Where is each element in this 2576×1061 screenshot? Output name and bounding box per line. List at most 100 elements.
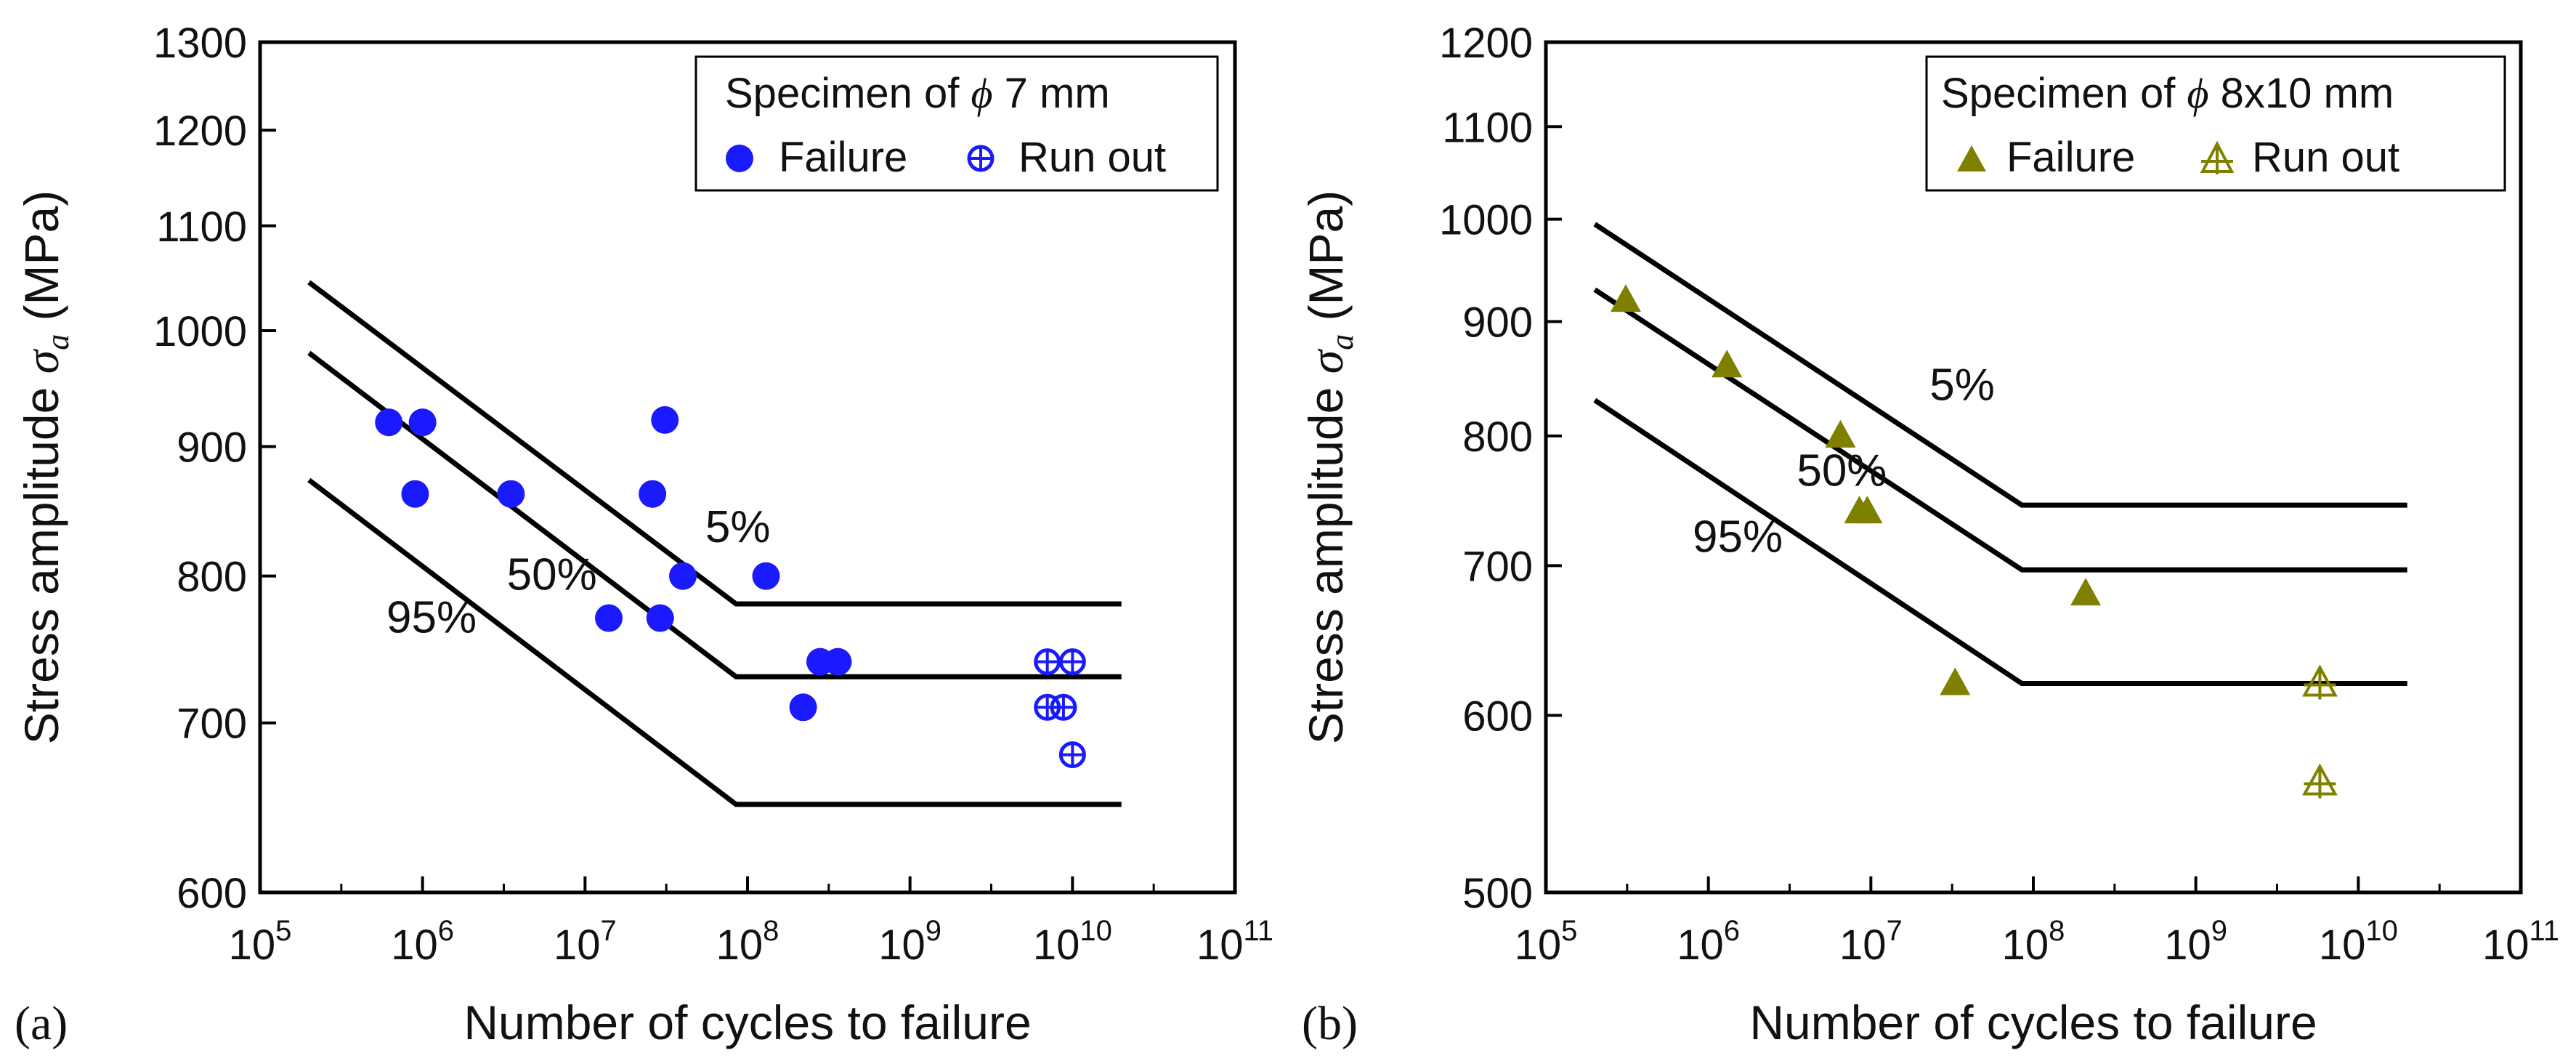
panel-b-failure-point xyxy=(1712,350,1743,378)
panel-b-x-axis-title: Number of cycles to failure xyxy=(1749,996,2317,1049)
panel-a-x-tick-label: 107 xyxy=(554,915,617,969)
panel-a-curve-label-95-percent: 95% xyxy=(386,592,477,642)
panel-a-legend-title-size: 7 mm xyxy=(993,70,1110,117)
panel-b-curve-95-percent xyxy=(1593,398,2407,686)
panel-b-x-tick-label: 109 xyxy=(2164,915,2227,969)
panel-a-legend-runout-marker xyxy=(967,145,995,172)
panel-b-x-tick-label: 105 xyxy=(1515,915,1578,969)
panel-b-curve-label-50-percent: 50% xyxy=(1797,445,1887,496)
panel-a-curve-label-5-percent: 5% xyxy=(705,502,771,552)
panel-b-sigma-symbol: σ xyxy=(1300,348,1353,374)
panel-b-curve-50-percent xyxy=(1593,287,2407,573)
panel-a-x-tick-label: 108 xyxy=(716,915,779,969)
panel-b-sigma-subscript: a xyxy=(1324,334,1360,350)
panel-a-label: (a) xyxy=(15,997,68,1050)
panel-a-curve-50-percent xyxy=(307,350,1122,679)
panel-b-data-points xyxy=(1610,284,2338,799)
panel-a-data-points xyxy=(375,406,1086,769)
panel-a-x-tick-label: 109 xyxy=(878,915,941,969)
panel-b-label: (b) xyxy=(1302,997,1358,1050)
panel-a-runout-point xyxy=(1034,648,1061,676)
panel-b-y-tick-label: 1100 xyxy=(1442,104,1533,151)
panel-b-y-axis: 500 600 700 800 900 1000 1100 1200 xyxy=(1439,20,1562,917)
panel-a-failure-point xyxy=(752,562,780,590)
panel-b-y-axis-title: Stress amplitude σa (MPa) xyxy=(1299,190,1360,744)
panel-b-legend-runout-label: Run out xyxy=(2252,134,2399,181)
panel-b-x-tick-label: 106 xyxy=(1677,915,1740,969)
panel-b-failure-point xyxy=(1610,284,1641,312)
panel-b-phi-symbol: ϕ xyxy=(2187,70,2209,117)
panel-b-legend-title-text: Specimen of xyxy=(1941,70,2187,117)
panel-a-curve-5-percent xyxy=(307,280,1122,607)
panel-a-x-axis-title: Number of cycles to failure xyxy=(463,996,1031,1049)
panel-b-curve-label-95-percent: 95% xyxy=(1693,512,1783,562)
panel-a-failure-point xyxy=(789,693,817,722)
panel-a-failure-point xyxy=(668,562,697,590)
panel-b-legend-runout-marker xyxy=(2200,140,2235,174)
panel-a-failure-point xyxy=(639,480,667,508)
panel-a-y-axis-title: Stress amplitude σa (MPa) xyxy=(15,190,76,744)
panel-b-curve-5-percent xyxy=(1593,222,2407,508)
panel-a-failure-point xyxy=(375,408,403,437)
panel-a-failure-point xyxy=(651,406,679,434)
panel-a-phi-symbol: ϕ xyxy=(971,70,993,117)
panel-a-runout-point xyxy=(1058,741,1086,769)
panel-a-curve-label-50-percent: 50% xyxy=(507,550,597,600)
panel-b-y-tick-label: 600 xyxy=(1462,693,1533,740)
panel-b-x-tick-label: 107 xyxy=(1839,915,1903,969)
panel-b-curve-label-5-percent: 5% xyxy=(1929,360,1995,411)
panel-a-x-axis: 105 106 107 108 109 1010 1011 xyxy=(229,876,1273,969)
panel-b-legend: Specimen of ϕ 8x10 mm Failure Run out xyxy=(1925,55,2506,192)
panel-b-failure-point xyxy=(1940,667,1971,695)
panel-a-legend-box xyxy=(694,55,1219,192)
panel-a-sigma-subscript: a xyxy=(40,334,76,350)
panel-b-y-axis-title-main: Stress amplitude xyxy=(1299,374,1353,744)
panel-a-legend-failure-marker xyxy=(726,145,753,172)
panel-a-x-tick-label: 105 xyxy=(229,915,292,969)
panel-a-failure-point xyxy=(646,604,674,632)
panel-a-runout-point xyxy=(1058,648,1086,676)
panel-b-x-tick-label: 108 xyxy=(2002,915,2065,969)
panel-b-y-tick-label: 1000 xyxy=(1439,197,1533,244)
panel-b-legend-title: Specimen of ϕ 8x10 mm xyxy=(1941,70,2394,117)
panel-b-y-tick-label: 800 xyxy=(1462,413,1533,461)
panel-b-x-tick-label: 1011 xyxy=(2482,915,2559,969)
panel-a-sigma-symbol: σ xyxy=(16,348,69,374)
panel-a-y-tick-label: 900 xyxy=(177,424,247,471)
panel-a-y-axis-title-main: Stress amplitude xyxy=(15,374,68,744)
panel-b-failure-point xyxy=(2070,578,2102,606)
panel-a-failure-point xyxy=(401,480,429,508)
panel-a-y-tick-label: 1300 xyxy=(153,20,247,67)
panel-a-x-tick-label: 106 xyxy=(391,915,454,969)
panel-a-x-tick-label: 1010 xyxy=(1033,915,1112,969)
panel-b-x-axis: 105 106 107 108 109 1010 1011 xyxy=(1515,876,2559,969)
panel-b-y-tick-label: 700 xyxy=(1462,543,1533,590)
panel-b-y-tick-label: 900 xyxy=(1462,299,1533,346)
panel-a-x-tick-label: 1011 xyxy=(1196,915,1273,969)
panel-a-probability-curves: 5% 50% 95% xyxy=(307,280,1122,807)
panel-a-legend-title: Specimen of ϕ 7 mm xyxy=(725,70,1110,117)
panel-a-y-axis-title-unit: (MPa) xyxy=(15,190,68,334)
panel-a-legend: Specimen of ϕ 7 mm Failure Run out xyxy=(694,55,1219,192)
panel-b-chart: 500 600 700 800 900 1000 1100 1200 105 106 107 108… xyxy=(1299,20,2559,1050)
panel-b-failure-point xyxy=(1852,496,1883,524)
panel-b-y-tick-label: 500 xyxy=(1462,870,1533,917)
panel-a-failure-point xyxy=(595,604,623,632)
panel-a-y-tick-label: 600 xyxy=(177,870,247,917)
panel-b-probability-curves: 5% 50% 95% xyxy=(1593,222,2407,686)
panel-b-legend-title-size: 8x10 mm xyxy=(2209,70,2394,117)
panel-b-legend-failure-label: Failure xyxy=(2006,134,2135,181)
panel-a-y-tick-label: 800 xyxy=(177,554,247,601)
panel-b-runout-point xyxy=(2302,763,2338,799)
panel-a-failure-point xyxy=(497,480,525,508)
panel-b-x-tick-label: 1010 xyxy=(2319,915,2398,969)
panel-a-legend-failure-label: Failure xyxy=(779,134,907,181)
panel-b-failure-point xyxy=(1825,419,1856,448)
panel-a-y-tick-label: 1200 xyxy=(153,108,247,155)
panel-a-y-tick-label: 1000 xyxy=(153,308,247,355)
panel-a-legend-runout-label: Run out xyxy=(1018,134,1166,181)
panel-a-legend-title-text: Specimen of xyxy=(725,70,971,117)
panel-b-y-axis-title-unit: (MPa) xyxy=(1299,190,1353,334)
